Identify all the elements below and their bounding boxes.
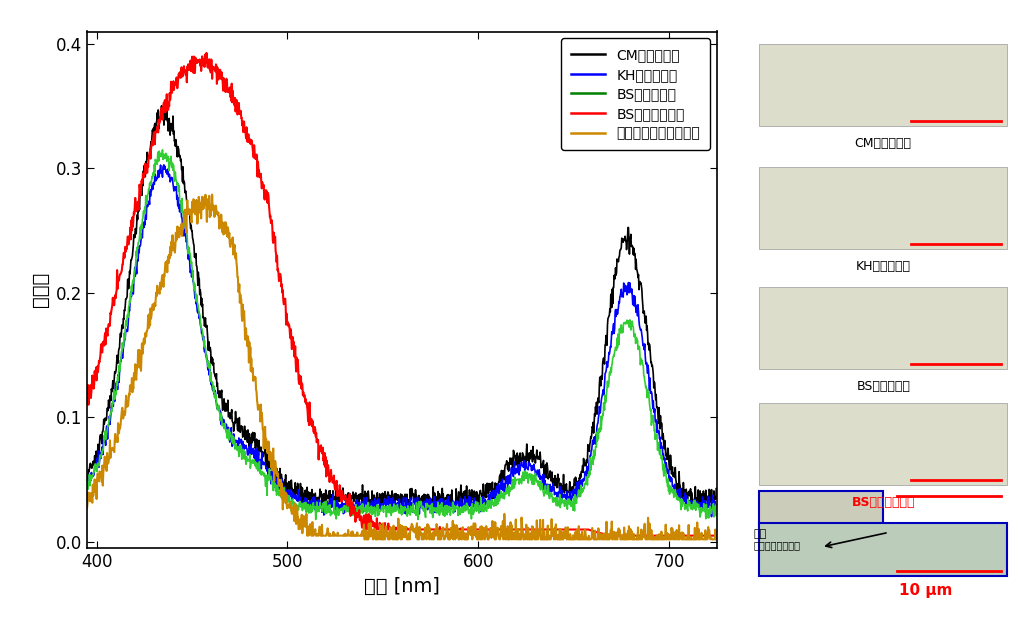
Text: （カロテノイド）: （カロテノイド） [754,540,801,550]
Bar [759,403,1007,485]
Bar [759,287,1007,369]
Text: 10 μm: 10 μm [899,583,952,598]
Bar [759,491,883,526]
Bar [759,44,1007,126]
Bar [759,523,1007,576]
Text: KH（蛍光灯）: KH（蛍光灯） [856,260,910,273]
Text: BS（蛍光灯）: BS（蛍光灯） [856,380,910,393]
Text: BS（赤色強光）: BS（赤色強光） [851,496,915,510]
X-axis label: 波長 [nm]: 波長 [nm] [364,576,440,595]
Text: CM（蛍光灯）: CM（蛍光灯） [855,137,911,151]
Text: 眼点: 眼点 [754,529,767,539]
Y-axis label: 吸光度: 吸光度 [32,272,50,307]
Bar [759,167,1007,249]
Legend: CM（蛍光灯）, KH（蛍光灯）, BS（蛍光灯）, BS（赤色強光）, 眼点（カロテノイド）: CM（蛍光灯）, KH（蛍光灯）, BS（蛍光灯）, BS（赤色強光）, 眼点（… [561,38,710,150]
